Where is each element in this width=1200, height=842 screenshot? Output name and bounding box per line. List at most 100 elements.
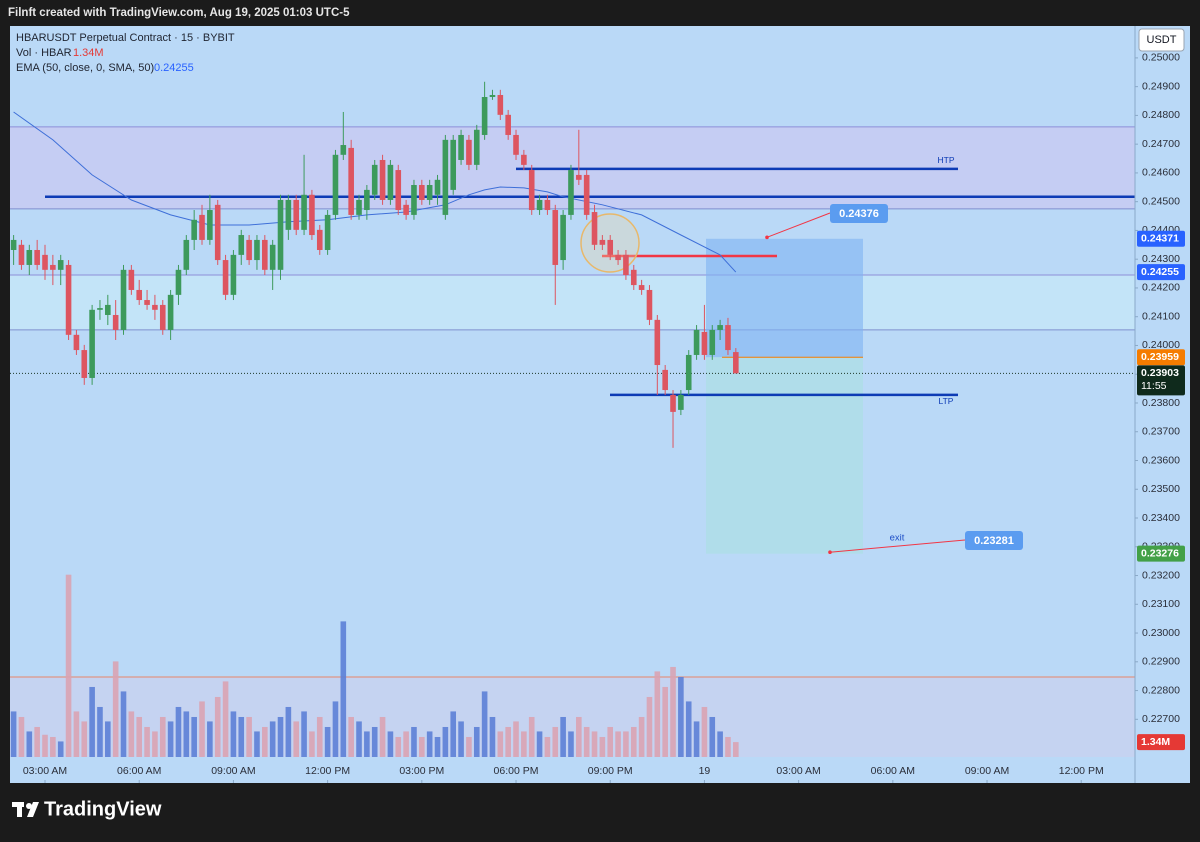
candle-body — [434, 179, 441, 195]
volume-label: 1.34M — [1141, 736, 1170, 748]
price-label: 0.24371 — [1141, 233, 1179, 245]
callout-text: 0.23281 — [974, 535, 1014, 547]
volume-bar — [207, 721, 213, 757]
volume-bar — [50, 736, 56, 757]
candle-body — [607, 239, 614, 255]
y-tick-label: 0.24100 — [1142, 310, 1180, 322]
candle-body — [214, 204, 221, 261]
candle-body — [497, 94, 504, 115]
candle-body — [309, 194, 315, 236]
y-tick-label: 0.23400 — [1142, 512, 1180, 524]
candle-body — [262, 239, 268, 270]
x-tick-label: 06:00 AM — [871, 765, 915, 777]
candle-body — [152, 304, 158, 310]
y-tick-label: 0.23500 — [1142, 483, 1180, 495]
candle-body — [254, 239, 260, 261]
stop-zone — [706, 357, 863, 554]
volume-bar — [615, 731, 621, 757]
candle-body — [183, 239, 190, 270]
volume-bar — [26, 731, 33, 757]
y-tick-label: 0.24000 — [1142, 339, 1180, 351]
candle-body — [97, 308, 103, 310]
price-label-box — [1137, 230, 1185, 247]
candle-body — [426, 185, 433, 200]
candle-body — [599, 239, 606, 245]
y-tick-label: 0.24500 — [1142, 195, 1180, 207]
volume-bar — [230, 711, 237, 757]
volume-bar — [105, 721, 111, 757]
volume-bar — [183, 711, 190, 757]
candle-body — [450, 139, 457, 190]
volume-bar — [426, 731, 433, 757]
candle-body — [403, 204, 409, 215]
volume-bar — [285, 706, 292, 757]
volume-bar — [576, 716, 582, 757]
callout-text: 0.24376 — [839, 208, 879, 220]
candle-body — [473, 129, 480, 165]
volume-bar — [277, 716, 284, 757]
volume-bar — [371, 726, 378, 757]
candle-body — [536, 199, 543, 211]
y-tick-label: 0.23200 — [1142, 569, 1180, 581]
candle-body — [442, 139, 449, 215]
candle-body — [670, 394, 676, 412]
candle-body — [65, 264, 72, 335]
axes: 0.25000 0.24900 0.24800 0.24700 0.24600 0.245… — [23, 52, 1185, 783]
ema-legend: EMA (50, close, 0, SMA, 50) — [16, 62, 154, 74]
candle-body — [316, 229, 323, 250]
candle-body — [348, 147, 354, 215]
x-tick-label: 09:00 AM — [965, 765, 1009, 777]
candle-body — [269, 244, 276, 270]
candle-body — [528, 170, 535, 211]
level-label: HTP — [938, 155, 955, 165]
y-tick-label: 0.24300 — [1142, 253, 1180, 265]
volume-bar — [630, 726, 637, 757]
volume-bar — [560, 716, 566, 757]
candle-body — [10, 239, 17, 250]
y-tick-label: 0.23100 — [1142, 598, 1180, 610]
y-tick-label: 0.23700 — [1142, 426, 1180, 438]
volume-bar — [254, 731, 260, 757]
candle-body — [238, 235, 245, 255]
currency-button[interactable] — [1138, 28, 1185, 52]
volume-legend: Vol · HBAR — [16, 47, 72, 59]
volume-bar — [434, 736, 441, 757]
candle-body — [191, 219, 197, 240]
volume-bar — [528, 716, 535, 757]
y-tick-label: 0.24900 — [1142, 80, 1180, 92]
volume-bar — [10, 711, 17, 757]
volume-bar — [97, 706, 103, 757]
volume-bar — [662, 686, 668, 757]
currency[interactable]: USDT — [1147, 34, 1177, 46]
candle-body — [324, 214, 331, 250]
volume-bar — [18, 716, 25, 757]
volume-bar — [403, 731, 409, 757]
candle-body — [120, 269, 127, 330]
y-tick-label: 0.23800 — [1142, 397, 1180, 409]
candle-body — [81, 350, 88, 378]
callout-connector — [766, 212, 831, 238]
volume-bar — [34, 726, 40, 757]
volume-bar — [544, 736, 551, 757]
x-tick-label: 03:00 AM — [776, 765, 820, 777]
volume-bar — [262, 726, 268, 757]
candle-body — [544, 199, 551, 211]
volume-bar — [81, 721, 88, 757]
candle-body — [293, 199, 300, 230]
volume-bar — [316, 716, 323, 757]
volume-bar — [364, 731, 370, 757]
candle-body — [419, 185, 425, 200]
volume-bar — [136, 716, 143, 757]
candle-body — [591, 212, 598, 245]
volume-bar — [214, 696, 221, 757]
candle-body — [175, 269, 182, 295]
volume-bar — [89, 686, 95, 757]
volume-bar — [654, 671, 661, 757]
candles — [10, 81, 739, 448]
candle-body — [246, 239, 252, 261]
volume-bar — [152, 731, 158, 757]
volume-bar — [638, 716, 645, 757]
x-tick-label: 19 — [699, 765, 711, 777]
volume-bar — [709, 716, 716, 757]
